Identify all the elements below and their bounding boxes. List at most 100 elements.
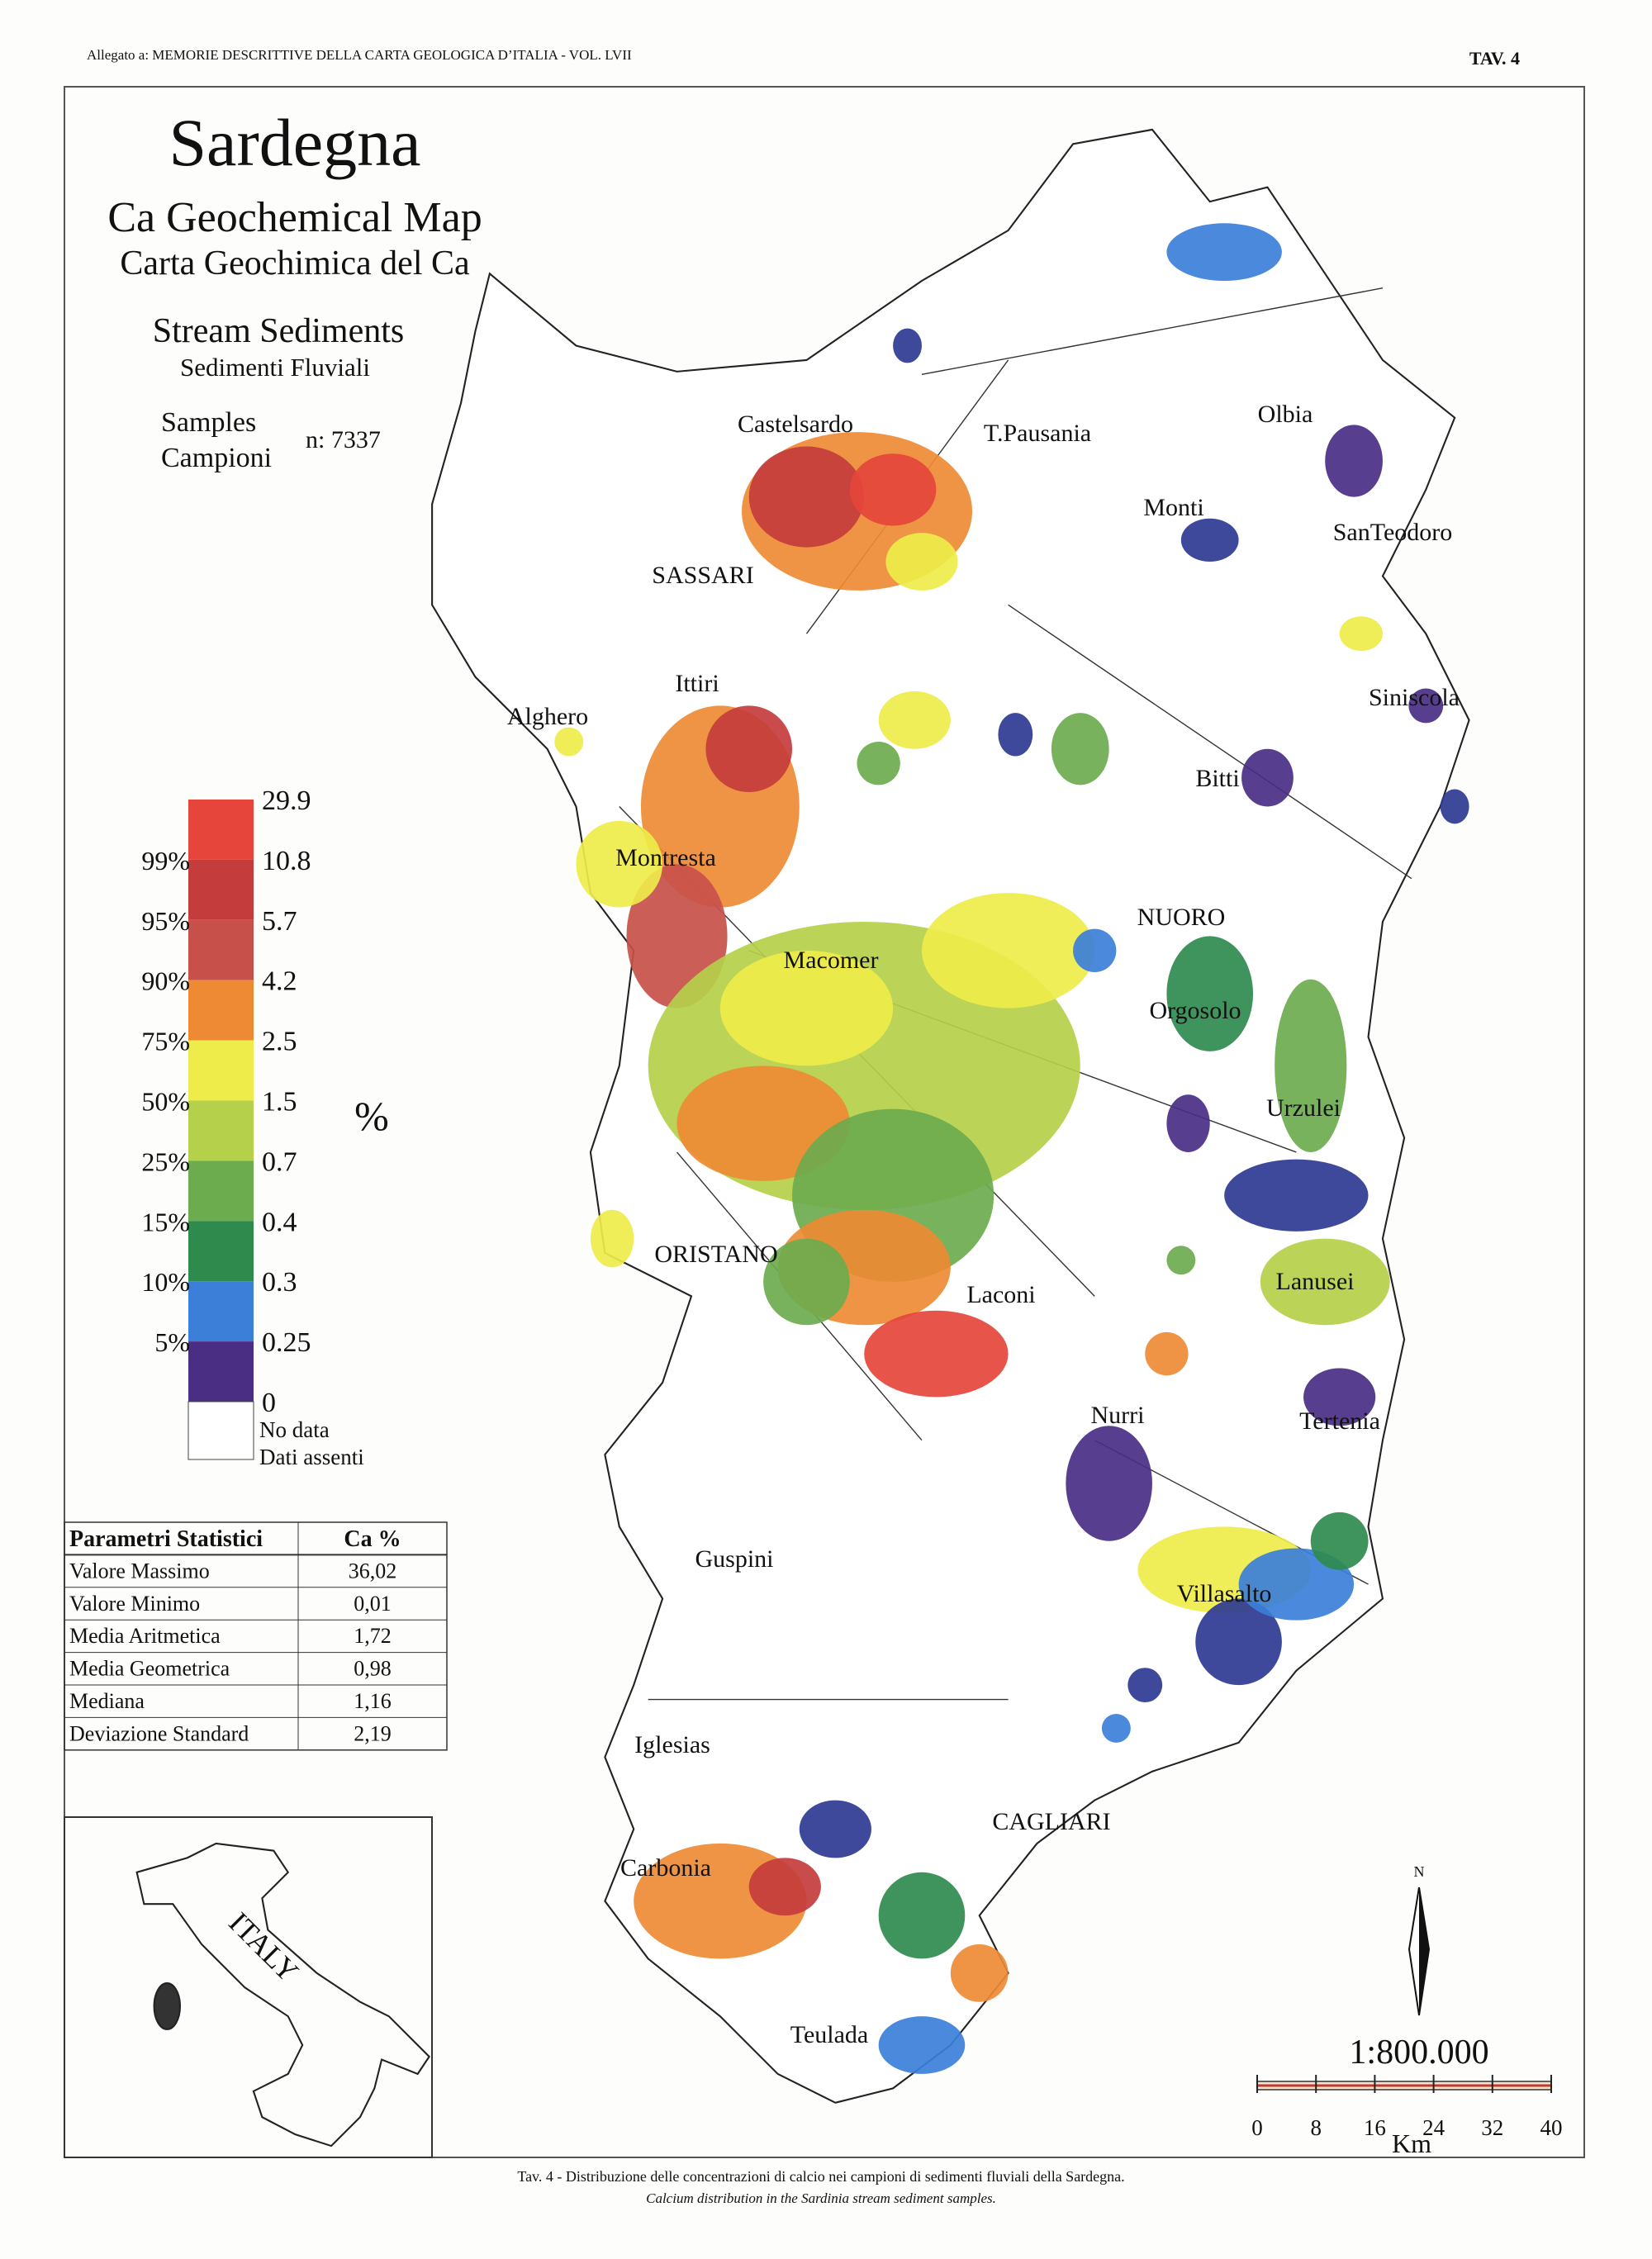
legend-percentile: 99% bbox=[141, 846, 190, 876]
table-cell: 1,72 bbox=[354, 1624, 392, 1648]
place-label: Carbonia bbox=[620, 1854, 711, 1882]
legend-percentile: 5% bbox=[154, 1327, 190, 1357]
legend-value: 4.2 bbox=[262, 966, 297, 997]
sample-type-en: Stream Sediments bbox=[153, 312, 404, 350]
concentration-area bbox=[1303, 1368, 1376, 1426]
subtitle-it: Carta Geochimica del Ca bbox=[120, 244, 470, 282]
legend-percentile: 95% bbox=[141, 906, 190, 936]
header-right: TAV. 4 bbox=[1469, 48, 1520, 69]
legend-swatch bbox=[188, 980, 254, 1041]
concentration-area bbox=[719, 950, 894, 1066]
legend-swatch bbox=[188, 1100, 254, 1161]
legend-swatch bbox=[188, 1040, 254, 1101]
concentration-area bbox=[748, 1858, 821, 1916]
table-cell: Media Aritmetica bbox=[69, 1624, 221, 1648]
legend-value: 0 bbox=[262, 1388, 276, 1418]
concentration-area bbox=[1260, 1238, 1390, 1326]
place-label: Monti bbox=[1143, 494, 1203, 521]
concentration-area bbox=[1275, 979, 1347, 1152]
legend-value: 29.9 bbox=[262, 785, 311, 816]
place-label: Villasalto bbox=[1177, 1580, 1272, 1607]
concentration-area bbox=[1195, 1598, 1282, 1686]
concentration-area bbox=[763, 1238, 850, 1326]
geo-layer bbox=[431, 128, 1470, 2104]
table-cell: Valore Minimo bbox=[69, 1592, 200, 1616]
concentration-area bbox=[998, 713, 1033, 757]
concentration-area bbox=[554, 727, 584, 757]
concentration-area bbox=[878, 691, 951, 749]
legend-swatch bbox=[188, 919, 254, 980]
concentration-area bbox=[1408, 688, 1444, 724]
header-left: Allegato a: MEMORIE DESCRITTIVE DELLA CA… bbox=[87, 47, 632, 63]
north-label: N bbox=[1414, 1863, 1425, 1880]
place-label: Macomer bbox=[784, 947, 879, 974]
table-cell: Deviazione Standard bbox=[69, 1721, 249, 1745]
samples-it: Campioni bbox=[161, 443, 272, 473]
legend-no-data bbox=[188, 1401, 254, 1460]
no-data-label: No data bbox=[259, 1417, 330, 1442]
legend-unit: % bbox=[354, 1093, 389, 1139]
concentration-area bbox=[1166, 1094, 1210, 1152]
table-header: Parametri Statistici bbox=[69, 1526, 263, 1552]
legend-swatch bbox=[188, 1221, 254, 1282]
concentration-area bbox=[1224, 1159, 1369, 1232]
legend-percentile: 75% bbox=[141, 1027, 190, 1056]
legend-value: 1.5 bbox=[262, 1087, 297, 1118]
table-header: Ca % bbox=[344, 1526, 401, 1552]
concentration-area bbox=[1073, 928, 1117, 972]
frame bbox=[64, 86, 1585, 2158]
italy-outline bbox=[135, 1842, 430, 2147]
title: Sardegna bbox=[169, 105, 420, 180]
place-label: ORISTANO bbox=[654, 1241, 777, 1268]
scale-tick-label: 40 bbox=[1540, 2115, 1563, 2140]
concentration-area bbox=[864, 1310, 1009, 1398]
no-data-label-it: Dati assenti bbox=[259, 1445, 364, 1469]
place-label: Orgosolo bbox=[1149, 997, 1241, 1024]
concentration-area bbox=[857, 742, 900, 785]
concentration-area bbox=[1166, 1246, 1196, 1275]
legend-value: 0.7 bbox=[262, 1146, 297, 1177]
table-cell: 1,16 bbox=[354, 1689, 392, 1713]
concentration-area bbox=[799, 1800, 871, 1858]
place-label: Teulada bbox=[790, 2021, 869, 2048]
legend-value: 2.5 bbox=[262, 1027, 297, 1057]
north-arrow-fill bbox=[1419, 1887, 1429, 2015]
table-border bbox=[64, 1521, 448, 1751]
concentration-area bbox=[1241, 748, 1294, 807]
table-cell: Mediana bbox=[69, 1689, 145, 1713]
legend-swatch bbox=[188, 1160, 254, 1222]
legend-value: 10.8 bbox=[262, 846, 311, 876]
legend-value: 5.7 bbox=[262, 906, 297, 937]
place-label: Ittiri bbox=[675, 670, 719, 697]
legend-swatch bbox=[188, 800, 254, 860]
place-label: Siniscola bbox=[1369, 684, 1460, 711]
place-label: Alghero bbox=[507, 703, 588, 730]
place-label: Tertenia bbox=[1299, 1407, 1380, 1435]
concentration-area bbox=[1238, 1548, 1355, 1621]
concentration-area bbox=[1339, 616, 1383, 652]
legend-value: 0.4 bbox=[262, 1207, 297, 1237]
place-label: Urzulei bbox=[1266, 1094, 1341, 1122]
concentration-area bbox=[1166, 223, 1282, 282]
legend-swatch bbox=[188, 1281, 254, 1342]
concentration-area bbox=[576, 820, 663, 908]
concentration-area bbox=[1325, 425, 1383, 497]
place-label: Iglesias bbox=[634, 1731, 710, 1758]
place-label: Laconi bbox=[966, 1281, 1035, 1308]
concentration-area bbox=[950, 1943, 1009, 2002]
concentration-area bbox=[1310, 1512, 1369, 1570]
concentration-area bbox=[921, 893, 1095, 1008]
scale-bar: 0 8 16 24 32 40 bbox=[1251, 2075, 1563, 2140]
legend-percentile: 90% bbox=[141, 966, 190, 996]
legend-value: 0.3 bbox=[262, 1267, 297, 1298]
caption-it: Tav. 4 - Distribuzione delle concentrazi… bbox=[517, 2168, 1124, 2185]
place-label: Guspini bbox=[695, 1545, 773, 1573]
concentration-area bbox=[1145, 1331, 1189, 1376]
samples-count: n: 7337 bbox=[306, 426, 381, 453]
concentration-area bbox=[1051, 713, 1109, 785]
inset-sardinia bbox=[153, 1982, 182, 2030]
subtitle-en: Ca Geochemical Map bbox=[107, 194, 482, 241]
table-cell: 0,98 bbox=[354, 1657, 392, 1681]
north-arrow bbox=[1408, 1886, 1431, 2016]
